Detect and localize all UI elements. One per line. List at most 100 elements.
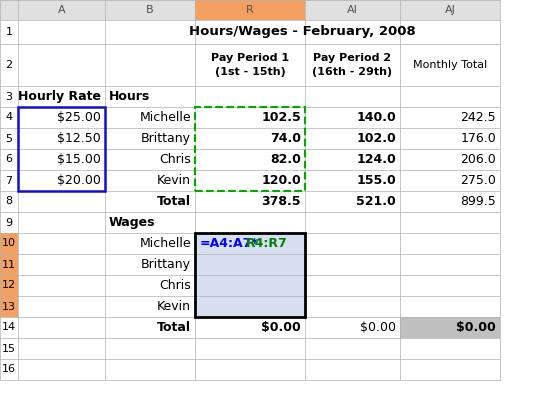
Bar bbox=[305, 128, 400, 149]
Bar bbox=[195, 44, 305, 86]
Text: $20.00: $20.00 bbox=[57, 174, 101, 187]
Bar bbox=[400, 254, 500, 275]
Bar bbox=[18, 191, 105, 212]
Text: 3: 3 bbox=[5, 92, 12, 102]
Bar bbox=[105, 44, 195, 86]
Text: 102.0: 102.0 bbox=[356, 132, 396, 145]
Text: 1: 1 bbox=[5, 27, 12, 37]
Text: 4: 4 bbox=[5, 112, 12, 122]
Text: 74.0: 74.0 bbox=[270, 132, 301, 145]
Text: 124.0: 124.0 bbox=[356, 153, 396, 166]
Text: Michelle: Michelle bbox=[140, 237, 191, 250]
Bar bbox=[18, 20, 105, 44]
Bar bbox=[400, 317, 500, 338]
Bar bbox=[195, 338, 305, 359]
Bar bbox=[195, 86, 305, 107]
Bar bbox=[305, 170, 400, 191]
Bar bbox=[0, 44, 18, 86]
Bar bbox=[0, 170, 18, 191]
Bar bbox=[305, 275, 400, 296]
Bar bbox=[105, 296, 195, 317]
Text: 102.5: 102.5 bbox=[261, 111, 301, 124]
Bar bbox=[305, 107, 400, 128]
Text: 521.0: 521.0 bbox=[356, 195, 396, 208]
Bar bbox=[195, 0, 305, 20]
Bar bbox=[195, 296, 305, 317]
Bar bbox=[18, 338, 105, 359]
Bar bbox=[18, 86, 105, 107]
Bar bbox=[305, 86, 400, 107]
Text: $25.00: $25.00 bbox=[57, 111, 101, 124]
Text: 2: 2 bbox=[5, 60, 12, 70]
Bar bbox=[195, 149, 305, 170]
Text: 899.5: 899.5 bbox=[460, 195, 496, 208]
Text: 206.0: 206.0 bbox=[460, 153, 496, 166]
Bar bbox=[0, 254, 18, 275]
Text: R4:R7: R4:R7 bbox=[246, 237, 288, 250]
Text: 14: 14 bbox=[2, 322, 16, 332]
Text: AI: AI bbox=[347, 5, 358, 15]
Bar bbox=[105, 275, 195, 296]
Bar bbox=[0, 20, 18, 44]
Bar bbox=[400, 170, 500, 191]
Bar bbox=[18, 254, 105, 275]
Bar bbox=[195, 254, 305, 275]
Bar bbox=[0, 128, 18, 149]
Bar bbox=[305, 233, 400, 254]
Text: AJ: AJ bbox=[445, 5, 455, 15]
Text: B: B bbox=[146, 5, 154, 15]
Text: Pay Period 1
(1st - 15th): Pay Period 1 (1st - 15th) bbox=[211, 53, 289, 77]
Text: Brittany: Brittany bbox=[141, 258, 191, 271]
Bar bbox=[18, 149, 105, 170]
Bar bbox=[305, 212, 400, 233]
Bar bbox=[105, 254, 195, 275]
Bar bbox=[195, 233, 305, 317]
Bar bbox=[305, 317, 400, 338]
Bar bbox=[18, 107, 105, 128]
Text: Total: Total bbox=[157, 321, 191, 334]
Bar bbox=[195, 128, 305, 149]
Text: 15: 15 bbox=[2, 344, 16, 354]
Bar bbox=[400, 20, 500, 44]
Bar bbox=[195, 107, 305, 191]
Bar bbox=[18, 359, 105, 380]
Bar bbox=[105, 128, 195, 149]
Bar bbox=[105, 170, 195, 191]
Bar bbox=[0, 338, 18, 359]
Bar bbox=[105, 107, 195, 128]
Bar bbox=[195, 20, 305, 44]
Bar bbox=[400, 149, 500, 170]
Text: 10: 10 bbox=[2, 238, 16, 248]
Text: 8: 8 bbox=[5, 196, 12, 206]
Bar bbox=[195, 275, 305, 296]
Text: 12: 12 bbox=[2, 280, 16, 290]
Bar bbox=[305, 0, 400, 20]
Bar bbox=[195, 254, 305, 275]
Text: A: A bbox=[58, 5, 65, 15]
Text: 16: 16 bbox=[2, 364, 16, 374]
Text: $0.00: $0.00 bbox=[360, 321, 396, 334]
Bar bbox=[400, 338, 500, 359]
Bar bbox=[195, 191, 305, 212]
Bar bbox=[195, 317, 305, 338]
Bar bbox=[195, 107, 305, 128]
Bar bbox=[400, 107, 500, 128]
Bar bbox=[305, 149, 400, 170]
Bar bbox=[0, 191, 18, 212]
Text: 82.0: 82.0 bbox=[270, 153, 301, 166]
Bar bbox=[105, 212, 195, 233]
Bar bbox=[18, 296, 105, 317]
Bar bbox=[105, 149, 195, 170]
Text: Monthly Total: Monthly Total bbox=[413, 60, 487, 70]
Text: Brittany: Brittany bbox=[141, 132, 191, 145]
Text: $0.00: $0.00 bbox=[456, 321, 496, 334]
Bar bbox=[400, 86, 500, 107]
Text: 176.0: 176.0 bbox=[460, 132, 496, 145]
Bar bbox=[195, 170, 305, 191]
Bar bbox=[195, 233, 305, 254]
Bar bbox=[195, 296, 305, 317]
Bar bbox=[18, 212, 105, 233]
Text: 13: 13 bbox=[2, 302, 16, 312]
Text: 11: 11 bbox=[2, 260, 16, 270]
Text: Wages: Wages bbox=[109, 216, 156, 229]
